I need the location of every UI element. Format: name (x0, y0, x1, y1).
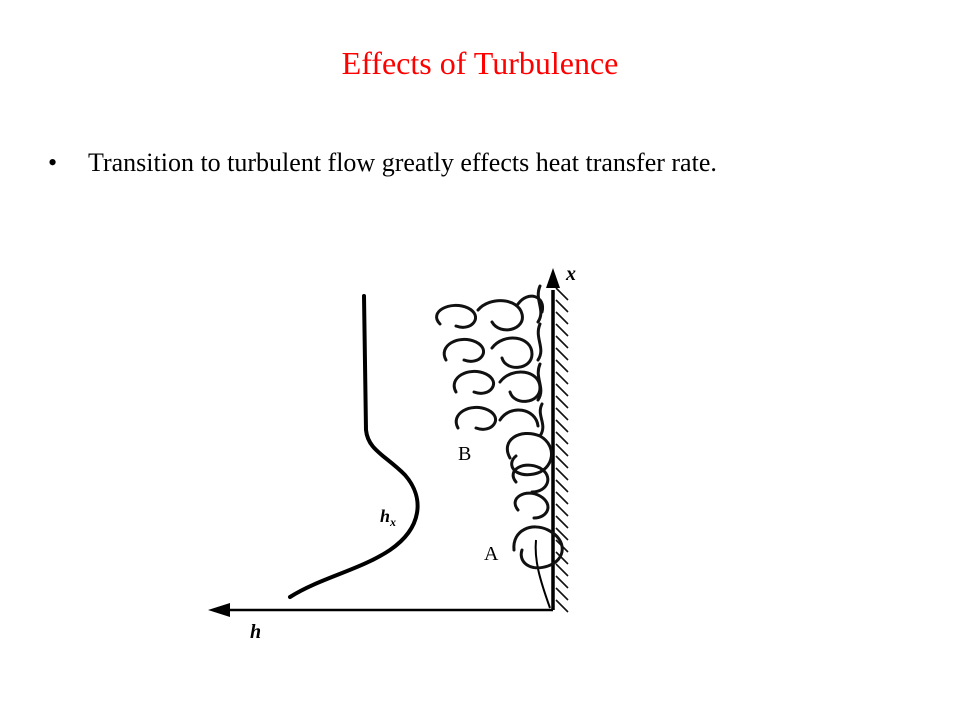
bullet-text: Transition to turbulent flow greatly eff… (88, 148, 717, 177)
bullet-item: • Transition to turbulent flow greatly e… (48, 146, 928, 180)
x-axis-arrowhead (546, 268, 560, 288)
bullet-list: • Transition to turbulent flow greatly e… (48, 146, 928, 180)
hx-curve-label-subscript: x (389, 515, 396, 529)
bullet-marker: • (48, 148, 58, 177)
h-axis-label: h (250, 621, 261, 640)
point-a-label: A (484, 543, 499, 565)
hx-curve (288, 294, 420, 599)
x-axis-label: x (565, 263, 576, 285)
hx-curve-label: hx (380, 506, 396, 529)
turbulence-figure: x h hx (200, 260, 600, 643)
point-b-label: B (458, 443, 471, 465)
turbulence-diagram: x h hx (208, 263, 576, 643)
laminar-boundary-layer (534, 539, 551, 609)
turbulent-eddies (435, 284, 564, 570)
wall-hatching (555, 287, 569, 613)
slide-title: Effects of Turbulence (341, 45, 619, 81)
h-axis-arrowhead (208, 603, 230, 617)
hx-curve-label-main: h (380, 506, 390, 526)
